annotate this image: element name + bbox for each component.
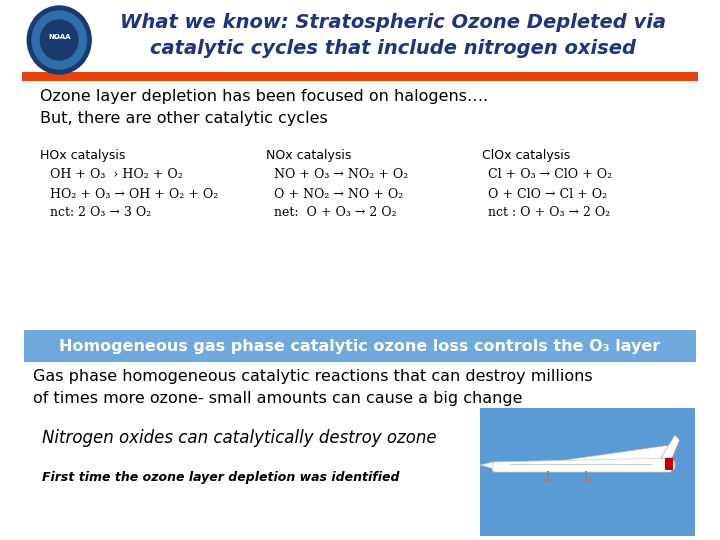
- Text: ClOx catalysis: ClOx catalysis: [482, 148, 570, 161]
- Bar: [665, 458, 673, 470]
- Bar: [22, 72, 698, 81]
- Polygon shape: [492, 458, 675, 472]
- Text: nct : O + O₃ → 2 O₂: nct : O + O₃ → 2 O₂: [488, 206, 610, 219]
- Text: ⁀: ⁀: [54, 39, 64, 52]
- Text: HO₂ + O₃ → OH + O₂ + O₂: HO₂ + O₃ → OH + O₂ + O₂: [50, 188, 218, 201]
- Text: nct: 2 O₃ → 3 O₂: nct: 2 O₃ → 3 O₂: [50, 206, 151, 219]
- Circle shape: [32, 11, 86, 69]
- Circle shape: [27, 6, 91, 74]
- Text: NOx catalysis: NOx catalysis: [266, 148, 351, 161]
- Text: of times more ozone- small amounts can cause a big change: of times more ozone- small amounts can c…: [33, 390, 523, 406]
- Text: NO + O₃ → NO₂ + O₂: NO + O₃ → NO₂ + O₂: [274, 168, 408, 181]
- Text: Cl + O₃ → ClO + O₂: Cl + O₃ → ClO + O₂: [488, 168, 612, 181]
- Text: Ozone layer depletion has been focused on halogens….: Ozone layer depletion has been focused o…: [40, 90, 489, 105]
- Text: Homogeneous gas phase catalytic ozone loss controls the O₃ layer: Homogeneous gas phase catalytic ozone lo…: [59, 339, 661, 354]
- Text: First time the ozone layer depletion was identified: First time the ozone layer depletion was…: [42, 471, 400, 484]
- Text: What we know: Stratospheric Ozone Depleted via: What we know: Stratospheric Ozone Deplet…: [120, 12, 666, 31]
- Circle shape: [40, 20, 78, 60]
- Text: But, there are other catalytic cycles: But, there are other catalytic cycles: [40, 111, 328, 125]
- Text: NOAA: NOAA: [48, 34, 71, 40]
- Polygon shape: [661, 435, 680, 458]
- Polygon shape: [529, 445, 670, 468]
- Text: Gas phase homogeneous catalytic reactions that can destroy millions: Gas phase homogeneous catalytic reaction…: [33, 368, 593, 383]
- Polygon shape: [480, 462, 493, 468]
- Text: O + ClO → Cl + O₂: O + ClO → Cl + O₂: [488, 188, 607, 201]
- Bar: [24, 330, 696, 362]
- Text: catalytic cycles that include nitrogen oxised: catalytic cycles that include nitrogen o…: [150, 38, 636, 57]
- Text: OH + O₃  › HO₂ + O₂: OH + O₃ › HO₂ + O₂: [50, 168, 183, 181]
- Text: O + NO₂ → NO + O₂: O + NO₂ → NO + O₂: [274, 188, 402, 201]
- Text: net:  O + O₃ → 2 O₂: net: O + O₃ → 2 O₂: [274, 206, 396, 219]
- Text: HOx catalysis: HOx catalysis: [40, 148, 126, 161]
- Bar: [480, 408, 695, 536]
- Text: Nitrogen oxides can catalytically destroy ozone: Nitrogen oxides can catalytically destro…: [42, 429, 437, 447]
